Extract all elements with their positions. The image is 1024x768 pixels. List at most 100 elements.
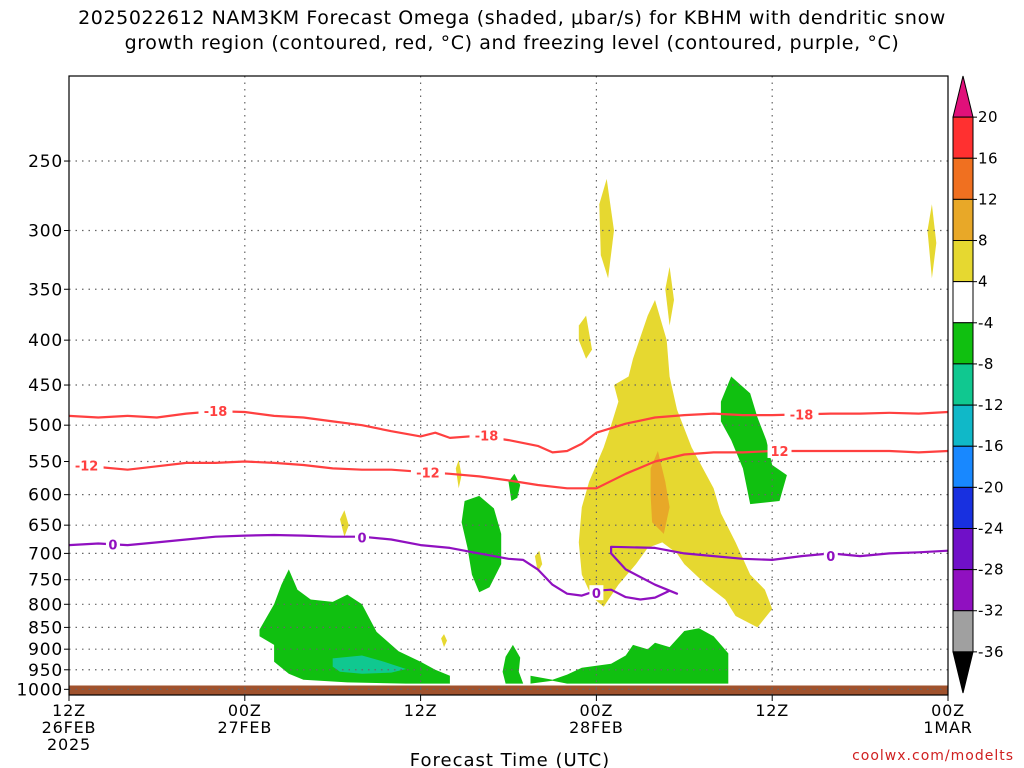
colorbar: 20 16 12 8 4 -4 -8 -12 -16 -20 -24 -28 -32 -36 bbox=[952, 75, 1004, 694]
y-tick-label-750: 750 bbox=[28, 571, 63, 591]
colorbar-swatch-10 bbox=[952, 486, 974, 529]
y-tick-label-500: 500 bbox=[28, 416, 63, 436]
x-tick-label-2-0: 12Z bbox=[404, 701, 438, 720]
contour-label-0-0: -18 bbox=[204, 405, 228, 420]
colorbar-label-1: 16 bbox=[978, 149, 998, 167]
contour-label-0-2: -18 bbox=[790, 408, 814, 423]
contour-label-1-2: 12 bbox=[770, 445, 788, 460]
colorbar-label-4: 4 bbox=[978, 273, 988, 291]
y-tick-label-600: 600 bbox=[28, 486, 63, 506]
colorbar-label-0: 20 bbox=[978, 108, 998, 126]
omega-region-12 bbox=[578, 300, 773, 628]
contour-label-bg-0-1 bbox=[469, 427, 504, 443]
colorbar-label-6: -8 bbox=[978, 355, 994, 373]
title-line-2: growth region (contoured, red, °C) and f… bbox=[124, 32, 900, 54]
contour-label-bg-1-2 bbox=[767, 442, 792, 458]
colorbar-swatch-6 bbox=[952, 322, 974, 365]
x-tick-label-0-2: 2025 bbox=[47, 735, 91, 754]
contour-label-2-3: 0 bbox=[826, 550, 835, 565]
omega-region-16 bbox=[534, 550, 543, 572]
colorbar-swatch-11 bbox=[952, 527, 974, 571]
colorbar-swatch-5 bbox=[952, 281, 974, 324]
colorbar-swatch-7 bbox=[952, 363, 974, 406]
colorbar-swatch-13 bbox=[952, 610, 974, 653]
y-tick-label-1000: 1000 bbox=[17, 680, 63, 700]
x-tick-label-4-0: 12Z bbox=[755, 701, 789, 720]
omega-region-5 bbox=[502, 644, 524, 684]
title-line-1: 2025022612 NAM3KM Forecast Omega (shaded… bbox=[78, 7, 946, 29]
colorbar-label-12: -32 bbox=[978, 602, 1004, 620]
colorbar-label-3: 8 bbox=[978, 232, 988, 250]
omega-region-17 bbox=[441, 634, 447, 648]
contour-label-0-1: -18 bbox=[475, 430, 499, 445]
colorbar-swatch-14 bbox=[952, 651, 974, 694]
omega-region-6 bbox=[530, 628, 729, 684]
y-tick-label-400: 400 bbox=[28, 331, 63, 351]
colorbar-swatch-4 bbox=[952, 240, 974, 283]
x-tick-label-5-0: 00Z bbox=[931, 701, 965, 720]
y-tick-label-900: 900 bbox=[28, 640, 63, 660]
y-tick-label-550: 550 bbox=[28, 453, 63, 473]
colorbar-swatch-8 bbox=[952, 404, 974, 447]
contour-label-2-0: 0 bbox=[108, 539, 117, 554]
plot-area: -18 -18 -18 -12 -12 12 0 0 0 0 bbox=[68, 75, 949, 696]
contour-label-1-1: -12 bbox=[416, 466, 440, 481]
y-axis: 2503003504004505005506006507007508008509… bbox=[17, 152, 69, 700]
contour-label-bg-0-2 bbox=[784, 406, 819, 422]
omega-region-11 bbox=[927, 204, 937, 279]
omega-region-13 bbox=[650, 451, 670, 534]
x-tick-label-0-1: 26FEB bbox=[42, 718, 97, 737]
x-axis-label: Forecast Time (UTC) bbox=[410, 750, 610, 768]
contour-label-bg-1-1 bbox=[410, 464, 445, 480]
colorbar-swatch-9 bbox=[952, 445, 974, 488]
colorbar-label-5: -4 bbox=[978, 314, 994, 332]
y-tick-label-800: 800 bbox=[28, 595, 63, 615]
colorbar-label-11: -28 bbox=[978, 561, 1004, 579]
y-tick-label-850: 850 bbox=[28, 618, 63, 638]
omega-region-1 bbox=[259, 569, 450, 684]
plot-frame bbox=[68, 75, 949, 696]
x-tick-label-3-1: 28FEB bbox=[569, 718, 624, 737]
x-tick-label-1-1: 27FEB bbox=[217, 718, 272, 737]
omega-region-8 bbox=[599, 178, 614, 279]
omega-region-9 bbox=[578, 315, 592, 359]
y-tick-label-700: 700 bbox=[28, 544, 63, 564]
y-tick-label-450: 450 bbox=[28, 376, 63, 396]
contour-line-1 bbox=[68, 449, 949, 490]
colorbar-swatch-0 bbox=[952, 75, 974, 118]
omega-region-3 bbox=[461, 495, 502, 593]
omega-region-4 bbox=[508, 473, 521, 501]
contour-label-2-1: 0 bbox=[357, 531, 366, 546]
x-tick-label-3-0: 00Z bbox=[580, 701, 614, 720]
colorbar-swatch-2 bbox=[952, 157, 974, 200]
omega-region-7 bbox=[720, 376, 787, 505]
y-tick-label-650: 650 bbox=[28, 516, 63, 536]
omega-region-10 bbox=[665, 266, 674, 326]
colorbar-swatch-1 bbox=[952, 116, 974, 159]
colorbar-label-9: -20 bbox=[978, 478, 1004, 496]
contour-label-bg-0-0 bbox=[198, 403, 233, 419]
omega-region-14 bbox=[340, 510, 349, 537]
colorbar-swatch-12 bbox=[952, 569, 974, 612]
contour-label-bg-2-3 bbox=[823, 548, 838, 564]
contour-label-bg-2-1 bbox=[355, 529, 369, 545]
colorbar-label-13: -36 bbox=[978, 643, 1004, 661]
contour-label-1-0: -12 bbox=[75, 460, 99, 475]
y-tick-label-950: 950 bbox=[28, 661, 63, 681]
colorbar-label-8: -16 bbox=[978, 437, 1004, 455]
contour-label-bg-2-2 bbox=[589, 585, 604, 601]
contour-line-2 bbox=[68, 533, 949, 601]
y-tick-label-300: 300 bbox=[28, 222, 63, 242]
colorbar-label-7: -12 bbox=[978, 396, 1004, 414]
chart-title: 2025022612 NAM3KM Forecast Omega (shaded… bbox=[0, 6, 1024, 56]
colorbar-swatch-3 bbox=[952, 198, 974, 242]
contour-label-bg-2-0 bbox=[105, 536, 120, 552]
x-tick-label-5-1: 1MAR bbox=[923, 718, 972, 737]
contour-label-bg-1-0 bbox=[69, 457, 104, 473]
x-tick-label-0-0: 12Z bbox=[52, 701, 86, 720]
ground-below-surface bbox=[69, 685, 948, 695]
source-credit: coolwx.com/modelts bbox=[852, 748, 1014, 764]
colorbar-label-10: -24 bbox=[978, 519, 1004, 537]
